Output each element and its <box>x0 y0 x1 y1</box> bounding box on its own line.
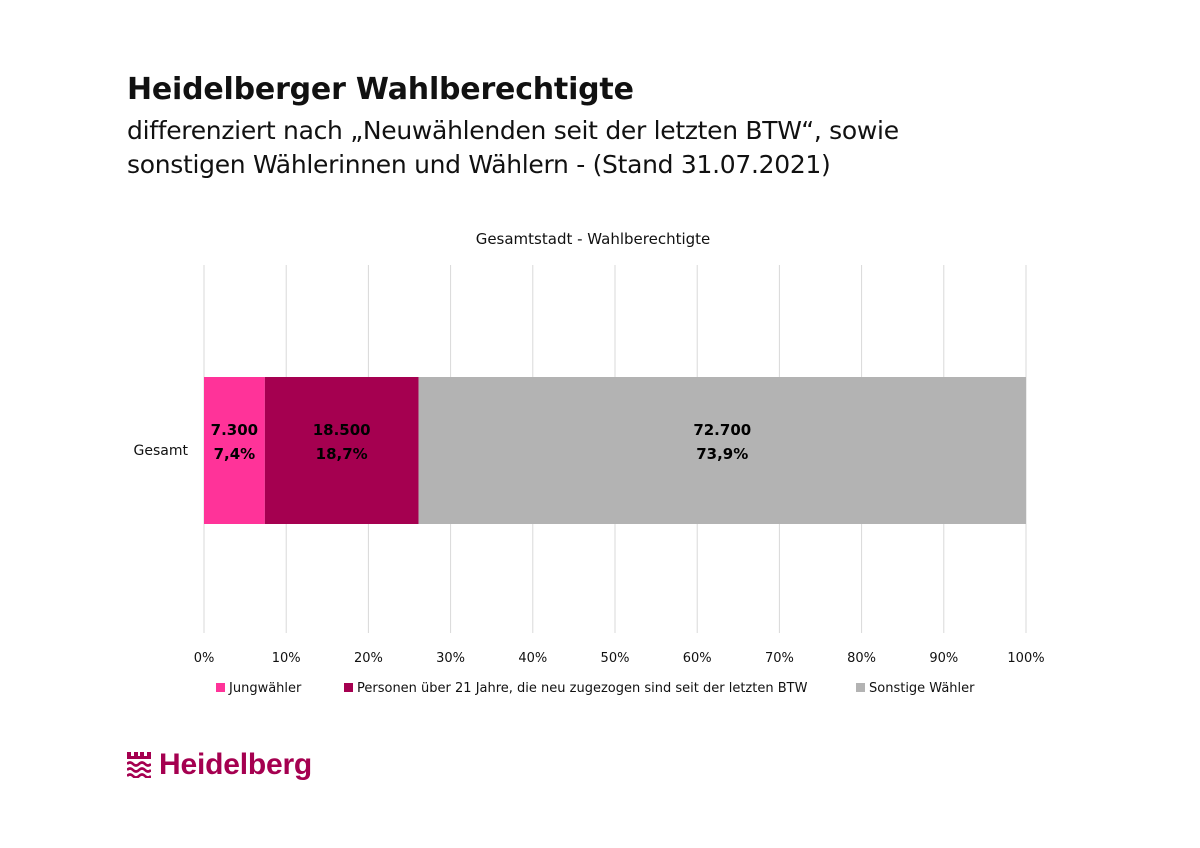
bar-segment <box>264 377 419 524</box>
x-tick-label: 60% <box>683 651 712 666</box>
legend-label: Jungwähler <box>228 681 302 696</box>
legend-swatch <box>344 683 353 692</box>
chart-title: Gesamtstadt - Wahlberechtigte <box>476 230 711 248</box>
data-label-percent: 7,4% <box>214 445 256 463</box>
bar-segment <box>204 377 265 524</box>
legend-label: Sonstige Wähler <box>869 681 975 696</box>
x-tick-label: 70% <box>765 651 794 666</box>
data-label-count: 7.300 <box>211 421 258 439</box>
heidelberg-logo: Heidelberg <box>127 748 312 782</box>
heidelberg-logo-icon <box>127 752 151 778</box>
category-label: Gesamt <box>134 443 189 459</box>
page-title: Heidelberger Wahlberechtigte <box>127 72 634 107</box>
subtitle-line-2: sonstigen Wählerinnen und Wählern - (Sta… <box>127 150 831 179</box>
x-tick-label: 80% <box>847 651 876 666</box>
page-subtitle: differenziert nach „Neuwählenden seit de… <box>127 114 1127 182</box>
x-tick-label: 100% <box>1007 651 1044 666</box>
x-tick-label: 50% <box>601 651 630 666</box>
x-tick-label: 0% <box>194 651 215 666</box>
data-label-percent: 18,7% <box>316 445 368 463</box>
legend-label: Personen über 21 Jahre, die neu zugezoge… <box>357 681 808 696</box>
x-tick-label: 90% <box>929 651 958 666</box>
bar-segment <box>418 377 1026 524</box>
legend-swatch <box>216 683 225 692</box>
subtitle-line-1: differenziert nach „Neuwählenden seit de… <box>127 116 899 145</box>
legend-swatch <box>856 683 865 692</box>
logo-text: Heidelberg <box>159 748 313 781</box>
data-label-count: 18.500 <box>313 421 371 439</box>
data-label-count: 72.700 <box>693 421 751 439</box>
x-tick-label: 10% <box>272 651 301 666</box>
data-label-percent: 73,9% <box>696 445 748 463</box>
x-tick-label: 20% <box>354 651 383 666</box>
x-tick-label: 30% <box>436 651 465 666</box>
x-tick-label: 40% <box>518 651 547 666</box>
